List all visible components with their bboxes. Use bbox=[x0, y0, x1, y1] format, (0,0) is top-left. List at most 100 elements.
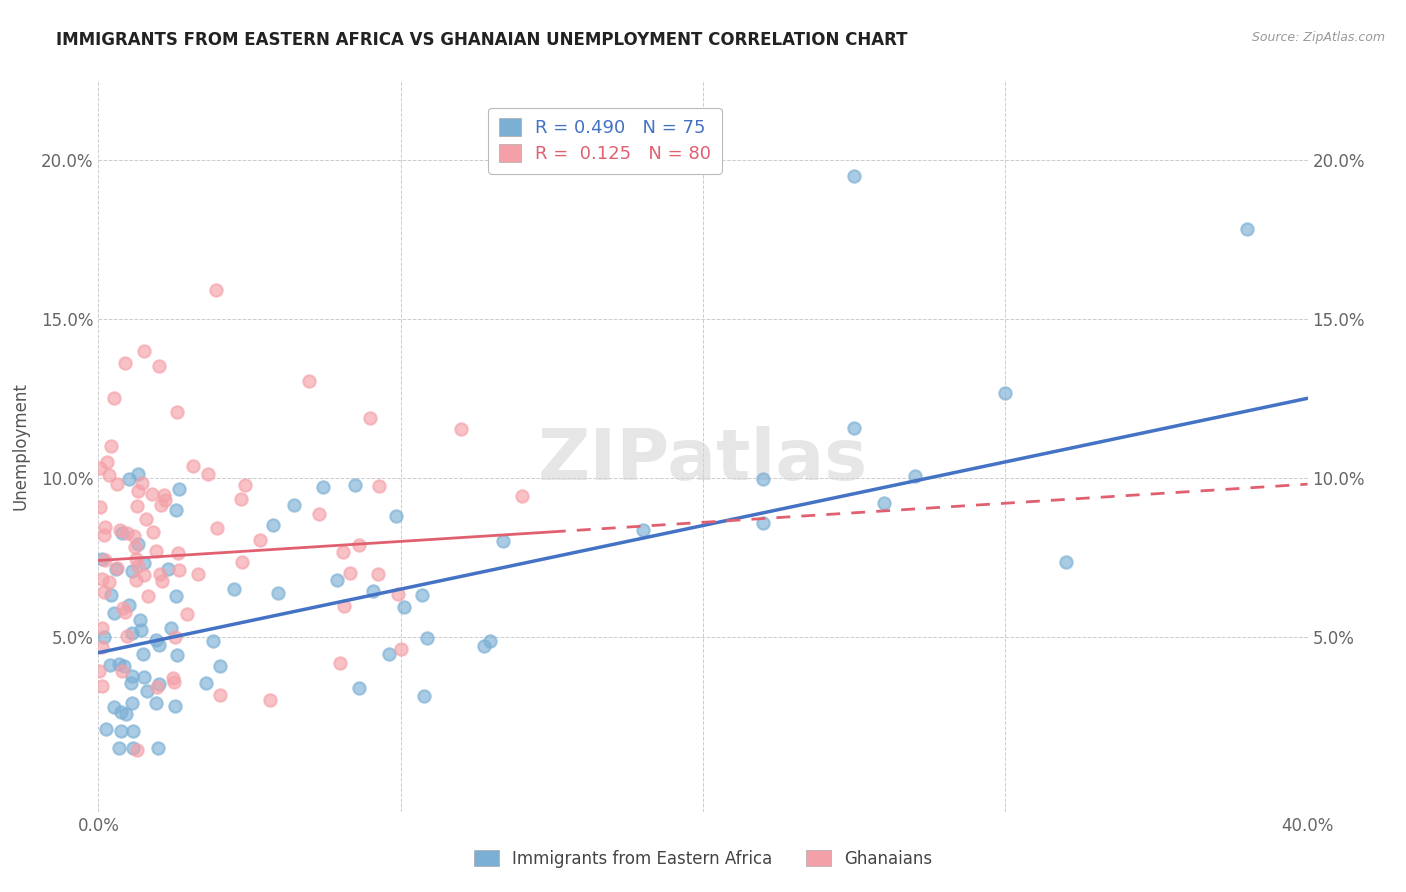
Point bbox=[93, 520, 115, 534]
Point bbox=[231, 555, 253, 569]
Point bbox=[110, 724, 132, 739]
Point bbox=[166, 405, 188, 419]
Point bbox=[103, 392, 125, 406]
Point bbox=[510, 489, 533, 503]
Point bbox=[167, 546, 190, 560]
Point bbox=[262, 518, 284, 533]
Point bbox=[150, 498, 173, 512]
Point bbox=[159, 621, 181, 635]
Point bbox=[90, 640, 112, 654]
Point bbox=[385, 509, 408, 524]
Point bbox=[478, 634, 501, 648]
Point bbox=[259, 693, 281, 707]
Point bbox=[100, 588, 122, 602]
Point bbox=[378, 647, 401, 661]
Point bbox=[110, 705, 132, 719]
Point bbox=[389, 642, 412, 657]
Point bbox=[176, 607, 198, 622]
Point bbox=[360, 411, 382, 425]
Point bbox=[125, 573, 148, 587]
Point bbox=[207, 521, 229, 535]
Point bbox=[112, 659, 135, 673]
Point bbox=[103, 606, 125, 620]
Point bbox=[145, 633, 167, 648]
Text: Source: ZipAtlas.com: Source: ZipAtlas.com bbox=[1251, 31, 1385, 45]
Point bbox=[115, 629, 138, 643]
Point bbox=[450, 422, 472, 436]
Point bbox=[111, 526, 134, 541]
Point bbox=[163, 675, 186, 690]
Point bbox=[87, 664, 110, 678]
Point bbox=[394, 600, 416, 615]
Point bbox=[135, 511, 157, 525]
Point bbox=[209, 688, 232, 702]
Point bbox=[132, 343, 155, 358]
Point bbox=[873, 496, 896, 510]
Point bbox=[411, 588, 433, 602]
Point bbox=[127, 483, 149, 498]
Point bbox=[127, 467, 149, 481]
Point bbox=[150, 574, 173, 588]
Point bbox=[904, 469, 927, 483]
Point bbox=[120, 676, 142, 690]
Point bbox=[93, 528, 115, 542]
Point bbox=[415, 631, 437, 645]
Point bbox=[267, 585, 290, 599]
Point bbox=[134, 568, 156, 582]
Point bbox=[134, 556, 156, 570]
Legend: R = 0.490   N = 75, R =  0.125   N = 80: R = 0.490 N = 75, R = 0.125 N = 80 bbox=[488, 108, 723, 174]
Point bbox=[333, 599, 356, 613]
Point bbox=[339, 566, 361, 580]
Point bbox=[631, 523, 654, 537]
Point bbox=[361, 584, 384, 599]
Point bbox=[153, 488, 176, 502]
Point bbox=[114, 706, 136, 721]
Point bbox=[146, 741, 169, 756]
Point bbox=[93, 585, 115, 599]
Point bbox=[222, 582, 245, 597]
Point bbox=[169, 563, 191, 577]
Point bbox=[122, 724, 145, 739]
Point bbox=[205, 283, 228, 297]
Point bbox=[163, 630, 186, 644]
Point bbox=[201, 634, 224, 648]
Point bbox=[492, 533, 515, 548]
Point bbox=[93, 630, 115, 644]
Point bbox=[89, 500, 111, 515]
Point bbox=[117, 525, 139, 540]
Point bbox=[233, 478, 256, 492]
Point bbox=[127, 536, 149, 550]
Point bbox=[121, 669, 143, 683]
Point bbox=[229, 491, 252, 506]
Point bbox=[135, 684, 157, 698]
Point bbox=[124, 540, 146, 554]
Point bbox=[108, 524, 131, 538]
Point bbox=[142, 524, 165, 539]
Point bbox=[165, 698, 187, 713]
Point bbox=[166, 648, 188, 662]
Point bbox=[118, 598, 141, 612]
Point bbox=[1054, 555, 1077, 569]
Point bbox=[141, 487, 163, 501]
Point bbox=[91, 572, 114, 586]
Point bbox=[134, 670, 156, 684]
Point bbox=[165, 589, 187, 603]
Point bbox=[122, 529, 145, 543]
Point bbox=[844, 169, 866, 183]
Point bbox=[117, 472, 139, 486]
Point bbox=[112, 601, 135, 615]
Point bbox=[148, 359, 170, 374]
Point bbox=[187, 566, 209, 581]
Text: IMMIGRANTS FROM EASTERN AFRICA VS GHANAIAN UNEMPLOYMENT CORRELATION CHART: IMMIGRANTS FROM EASTERN AFRICA VS GHANAI… bbox=[56, 31, 908, 49]
Point bbox=[121, 564, 143, 578]
Point bbox=[145, 696, 167, 710]
Point bbox=[367, 479, 389, 493]
Point bbox=[472, 640, 495, 654]
Point bbox=[367, 567, 389, 582]
Point bbox=[138, 589, 160, 603]
Point bbox=[752, 472, 775, 486]
Point bbox=[91, 679, 114, 693]
Point bbox=[91, 621, 114, 635]
Point bbox=[197, 467, 219, 481]
Point bbox=[103, 700, 125, 714]
